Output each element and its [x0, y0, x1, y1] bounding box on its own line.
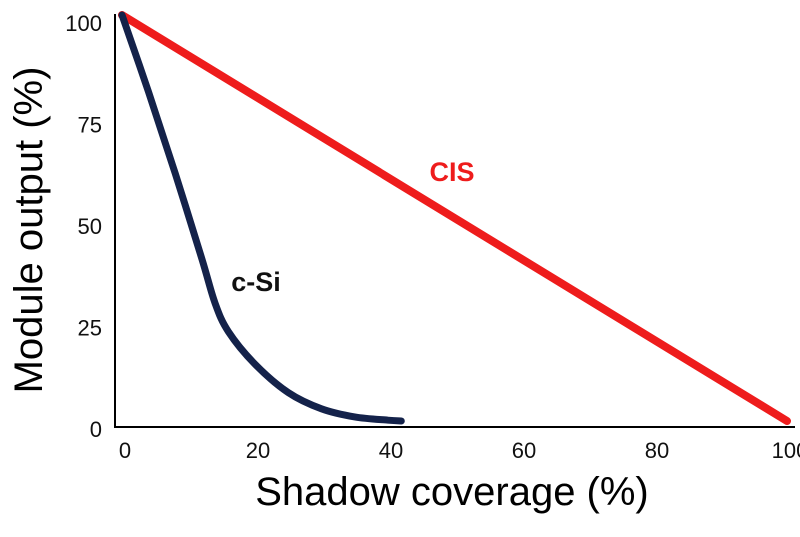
y-axis-title: Module output (%): [7, 67, 51, 394]
y-tick-label: 75: [78, 113, 102, 138]
y-tick-label: 0: [90, 417, 102, 442]
x-axis-title: Shadow coverage (%): [255, 470, 649, 514]
tick-layer: 0 20 40 60 80 100 0 25 50 75 100: [65, 11, 800, 463]
cis-series-label: CIS: [429, 157, 474, 187]
x-tick-label: 60: [512, 438, 536, 463]
x-tick-label: 100: [772, 438, 800, 463]
y-tick-label: 100: [65, 11, 102, 36]
csi-series-label: c-Si: [231, 267, 281, 297]
x-tick-label: 20: [246, 438, 270, 463]
plot-area: 0 20 40 60 80 100 0 25 50 75 100 CIS c-Si: [65, 11, 800, 463]
y-tick-label: 25: [78, 316, 102, 341]
series-line-cis: [118, 11, 791, 425]
x-tick-label: 40: [379, 438, 403, 463]
x-tick-label: 0: [119, 438, 131, 463]
series-layer: [118, 11, 791, 425]
series-line-c-si: [118, 11, 405, 425]
x-tick-label: 80: [645, 438, 669, 463]
y-tick-label: 50: [78, 214, 102, 239]
